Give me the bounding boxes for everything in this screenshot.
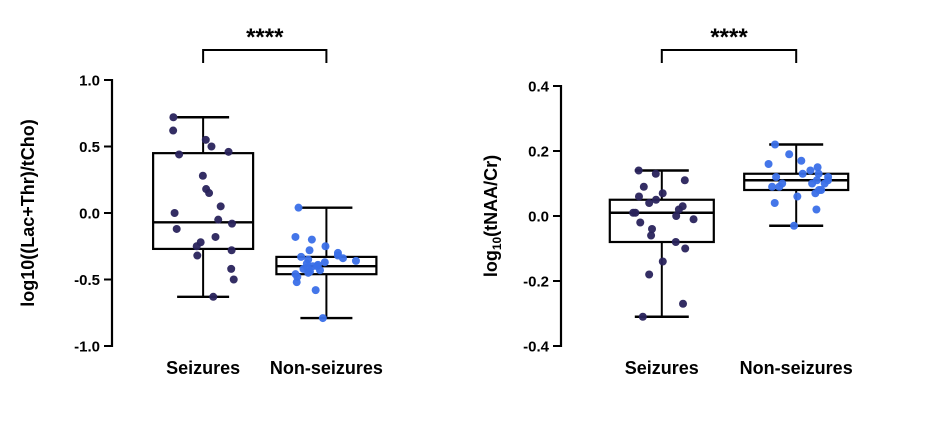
data-point [351, 256, 360, 265]
data-point [169, 113, 178, 122]
significance-stars: **** [246, 24, 284, 51]
y-tick-label: 0.0 [79, 206, 100, 223]
data-point [291, 232, 300, 241]
y-tick-label: 0.0 [528, 209, 549, 226]
left-boxplot-chart: 1.0 0.5 0.0 -0.5 -1.0 log10((Lac+Thr)/tCho) Se… [18, 24, 383, 378]
right-boxplot-chart: 0.4 0.2 0.0 -0.2 -0.4 log10(tNAA/Cr) Seizures N… [481, 24, 853, 378]
y-tick-label: 0.5 [79, 139, 100, 156]
data-point [338, 254, 347, 263]
data-point [634, 166, 643, 175]
data-point [806, 166, 815, 175]
y-tick-label: -0.4 [523, 339, 550, 356]
data-point [294, 203, 303, 212]
data-point [228, 219, 237, 228]
data-point [224, 147, 233, 156]
data-point [812, 205, 821, 214]
data-point [639, 182, 648, 191]
data-point [211, 232, 220, 241]
data-point [172, 224, 181, 233]
data-point [297, 252, 306, 261]
y-tick-label: -0.5 [74, 272, 100, 289]
data-point [170, 209, 179, 217]
data-point [674, 205, 683, 214]
data-point [307, 235, 316, 244]
data-point [634, 192, 643, 201]
y-axis-label: log10(tNAA/Cr) [481, 155, 504, 277]
data-point [229, 275, 238, 284]
data-point [320, 258, 329, 267]
category-label: Seizures [625, 358, 699, 378]
box [152, 152, 255, 251]
data-point [681, 244, 690, 253]
data-point [631, 208, 640, 217]
data-point [658, 257, 667, 266]
data-point [680, 176, 689, 185]
data-point [227, 246, 236, 255]
data-point [764, 160, 773, 168]
data-point [793, 192, 802, 201]
data-point [645, 270, 654, 279]
data-point [811, 189, 820, 198]
data-point [775, 182, 784, 191]
data-point [689, 215, 698, 224]
y-axis-label: log10((Lac+Thr)/tCho) [18, 119, 38, 307]
data-point [292, 278, 301, 287]
data-point [227, 264, 236, 273]
data-point [207, 142, 216, 151]
y-tick-label: -1.0 [74, 339, 100, 356]
category-label: Seizures [166, 358, 240, 378]
box [608, 198, 715, 244]
data-point [651, 169, 660, 178]
data-point [671, 238, 680, 246]
data-point [209, 292, 218, 301]
data-point [175, 150, 184, 159]
data-point [672, 212, 681, 220]
data-point [193, 251, 202, 260]
data-point [658, 189, 667, 198]
box [743, 172, 850, 192]
y-tick-label: 0.4 [528, 79, 550, 96]
data-point [798, 169, 807, 178]
data-point [214, 215, 223, 224]
y-tick-label: 1.0 [79, 73, 100, 90]
data-point [814, 169, 823, 178]
data-point [316, 266, 325, 275]
data-point [305, 246, 314, 255]
data-point [820, 179, 829, 188]
data-point [679, 299, 688, 308]
data-point [647, 231, 656, 240]
data-point [638, 312, 647, 321]
significance-bracket [202, 49, 328, 63]
category-label: Non-seizures [270, 358, 383, 378]
data-point [790, 221, 799, 230]
y-tick-label: 0.2 [528, 144, 549, 161]
data-point [192, 242, 201, 251]
category-label: Non-seizures [740, 358, 853, 378]
data-point [216, 202, 225, 211]
data-point [785, 150, 794, 159]
data-point [772, 173, 781, 181]
data-point [768, 182, 777, 191]
data-point [198, 171, 207, 180]
data-point [652, 195, 661, 204]
data-point [201, 135, 210, 144]
data-point [813, 163, 822, 172]
data-point [636, 218, 645, 227]
data-point [318, 314, 327, 323]
data-point [797, 156, 806, 165]
data-point [205, 189, 214, 198]
data-point [648, 225, 657, 233]
data-point [771, 140, 780, 149]
data-point [321, 242, 330, 251]
y-tick-label: -0.2 [523, 274, 549, 291]
data-point [645, 199, 654, 207]
data-point [311, 286, 320, 295]
data-point [169, 126, 178, 135]
data-point [304, 268, 313, 277]
significance-stars: **** [710, 24, 748, 51]
data-point [770, 199, 779, 207]
significance-bracket [660, 49, 798, 63]
data-point [808, 179, 817, 188]
